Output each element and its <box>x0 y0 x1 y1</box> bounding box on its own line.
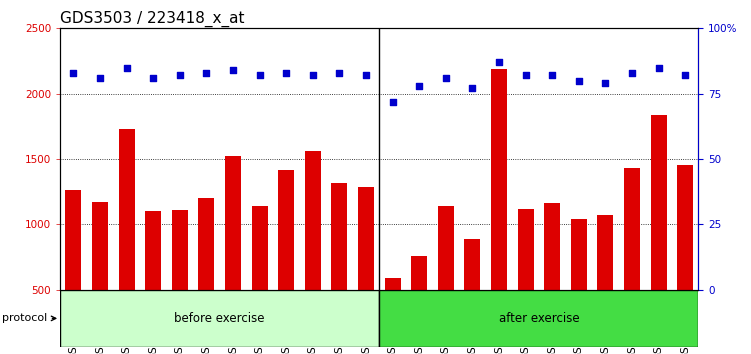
Bar <box>65 190 81 354</box>
Bar <box>252 206 267 354</box>
Point <box>306 73 318 78</box>
Bar <box>624 168 640 354</box>
Bar <box>331 183 347 354</box>
FancyBboxPatch shape <box>60 290 379 347</box>
Point <box>626 70 638 76</box>
Point <box>68 70 80 76</box>
Point <box>333 70 345 76</box>
Bar <box>491 69 507 354</box>
Point <box>201 70 213 76</box>
Point <box>679 73 691 78</box>
Point <box>546 73 558 78</box>
Text: GDS3503 / 223418_x_at: GDS3503 / 223418_x_at <box>60 11 245 27</box>
Bar <box>145 211 161 354</box>
Bar <box>677 165 693 354</box>
Text: after exercise: after exercise <box>499 312 579 325</box>
Point <box>599 80 611 86</box>
Point <box>493 59 505 65</box>
Point <box>440 75 452 81</box>
Point <box>280 70 292 76</box>
Bar <box>412 256 427 354</box>
Point <box>227 67 239 73</box>
Text: protocol: protocol <box>2 313 56 324</box>
Text: before exercise: before exercise <box>174 312 265 325</box>
Bar <box>464 239 481 354</box>
Point <box>520 73 532 78</box>
Bar <box>385 278 400 354</box>
Bar <box>172 210 188 354</box>
FancyBboxPatch shape <box>379 290 698 347</box>
Bar <box>119 129 134 354</box>
Bar <box>517 209 533 354</box>
Point <box>173 73 185 78</box>
Point <box>573 78 585 84</box>
Bar <box>278 170 294 354</box>
Point <box>94 75 106 81</box>
Bar <box>544 203 560 354</box>
Bar <box>305 151 321 354</box>
Point <box>360 73 372 78</box>
Point <box>413 83 425 89</box>
Point <box>121 65 133 70</box>
Bar <box>92 201 108 354</box>
Bar <box>650 115 667 354</box>
Bar <box>198 198 214 354</box>
Point <box>466 86 478 91</box>
Point <box>653 65 665 70</box>
Bar <box>438 206 454 354</box>
Point <box>387 99 399 104</box>
Point <box>147 75 159 81</box>
Bar <box>225 156 241 354</box>
Bar <box>597 215 614 354</box>
Point <box>254 73 266 78</box>
Bar <box>571 218 587 354</box>
Bar <box>358 187 374 354</box>
